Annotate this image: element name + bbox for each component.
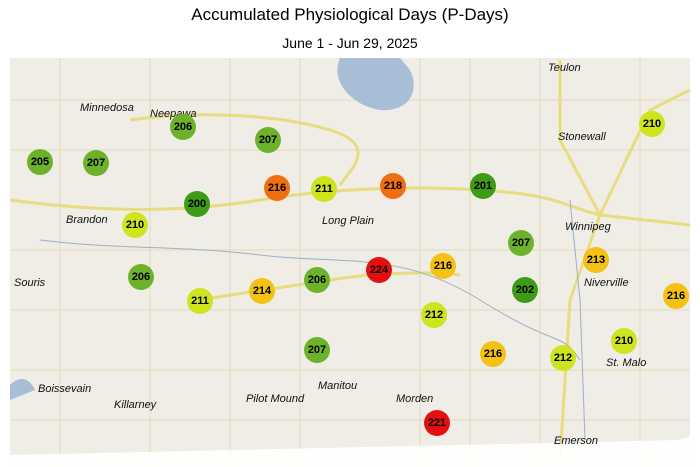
- place-label: Morden: [396, 393, 433, 405]
- station-value: 206: [132, 271, 150, 283]
- station-marker: [512, 277, 538, 303]
- place-label: Brandon: [66, 214, 108, 226]
- station-value: 211: [191, 295, 209, 307]
- station-marker: [639, 111, 665, 137]
- station-value: 216: [268, 182, 286, 194]
- station-value: 210: [126, 219, 144, 231]
- station-marker: [366, 257, 392, 283]
- station-value: 214: [253, 285, 272, 297]
- station-marker: [611, 328, 637, 354]
- station-marker: [380, 173, 406, 199]
- station-marker: [430, 253, 456, 279]
- station-marker: [255, 127, 281, 153]
- station-marker: [480, 341, 506, 367]
- station-value: 201: [474, 180, 492, 192]
- station-marker: [128, 264, 154, 290]
- station-value: 216: [434, 260, 452, 272]
- station-value: 207: [308, 344, 326, 356]
- place-label: St. Malo: [606, 357, 646, 369]
- place-label: Teulon: [548, 62, 581, 74]
- station-value: 212: [554, 352, 572, 364]
- station-value: 202: [516, 284, 534, 296]
- station-value: 210: [615, 335, 633, 347]
- station-marker: [663, 283, 689, 309]
- place-label: Souris: [14, 277, 46, 289]
- station-marker: [311, 176, 337, 202]
- station-marker: [421, 302, 447, 328]
- station-value: 212: [425, 309, 443, 321]
- station-value: 216: [484, 348, 502, 360]
- station-value: 207: [87, 157, 105, 169]
- station-value: 216: [667, 290, 685, 302]
- place-label: Emerson: [554, 435, 598, 447]
- station-marker: [508, 230, 534, 256]
- place-label: Boissevain: [38, 383, 91, 395]
- place-label: Long Plain: [322, 215, 374, 227]
- subtitle: June 1 - Jun 29, 2025: [282, 35, 418, 51]
- station-marker: [304, 337, 330, 363]
- station-marker: [122, 212, 148, 238]
- place-label: Killarney: [114, 399, 158, 411]
- station-value: 206: [308, 274, 326, 286]
- station-value: 224: [370, 264, 389, 276]
- station-value: 211: [315, 183, 333, 195]
- station-marker: [550, 345, 576, 371]
- station-marker: [184, 191, 210, 217]
- station-value: 221: [428, 417, 446, 429]
- place-labels: Teulon Minnedosa Neepawa Stonewall Brand…: [14, 62, 646, 447]
- station-value: 200: [188, 198, 206, 210]
- station-value: 207: [259, 134, 277, 146]
- place-label: Pilot Mound: [246, 393, 305, 405]
- station-marker: [470, 173, 496, 199]
- place-label: Minnedosa: [80, 102, 134, 114]
- station-marker: [304, 267, 330, 293]
- station-value: 205: [31, 156, 49, 168]
- station-marker: [187, 288, 213, 314]
- station-value: 210: [643, 118, 661, 130]
- station-marker: [27, 149, 53, 175]
- basemap: [9, 58, 691, 467]
- place-label: Niverville: [584, 277, 629, 289]
- station-marker: [424, 410, 450, 436]
- station-marker: [583, 247, 609, 273]
- place-label: Winnipeg: [565, 221, 612, 233]
- station-marker: [264, 175, 290, 201]
- title: Accumulated Physiological Days (P-Days): [191, 5, 508, 24]
- station-marker: [83, 150, 109, 176]
- station-marker: [249, 278, 275, 304]
- station-marker: [170, 114, 196, 140]
- station-value: 207: [512, 237, 530, 249]
- place-label: Stonewall: [558, 131, 606, 143]
- place-label: Manitou: [318, 380, 357, 392]
- station-value: 206: [174, 121, 192, 133]
- station-value: 218: [384, 180, 402, 192]
- station-value: 213: [587, 254, 605, 266]
